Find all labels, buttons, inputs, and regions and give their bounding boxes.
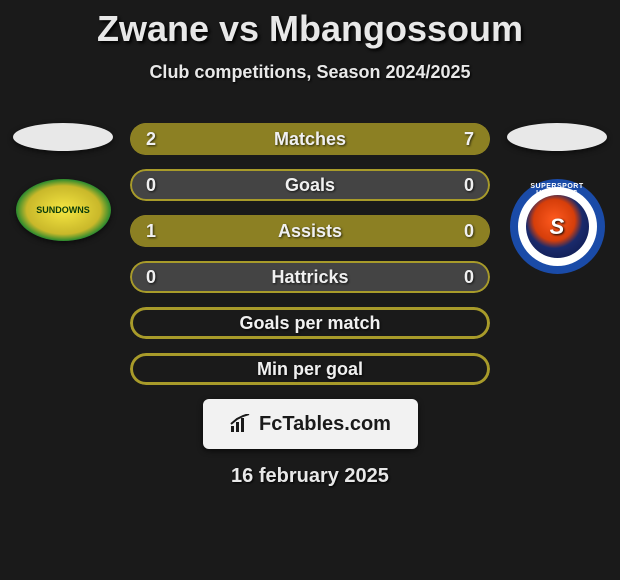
stat-bar-hattricks: 0Hattricks0 — [130, 261, 490, 293]
stat-bar-goals: 0Goals0 — [130, 169, 490, 201]
branding-chart-icon — [229, 414, 253, 434]
right-crest-star-icon: S — [550, 214, 565, 240]
stat-label: Hattricks — [130, 267, 490, 288]
left-flag-icon — [13, 123, 113, 151]
left-team-col: SUNDOWNS — [8, 123, 118, 241]
stat-bar-goals-per-match: Goals per match — [130, 307, 490, 339]
stat-label: Goals per match — [130, 313, 490, 334]
right-team-col: SUPERSPORT UNITED FC S — [502, 123, 612, 274]
stat-bar-min-per-goal: Min per goal — [130, 353, 490, 385]
stat-label: Assists — [130, 221, 490, 242]
left-crest-icon: SUNDOWNS — [16, 179, 111, 241]
comparison-row: SUNDOWNS 2Matches70Goals01Assists00Hattr… — [0, 123, 620, 385]
stats-column: 2Matches70Goals01Assists00Hattricks0Goal… — [130, 123, 490, 385]
page-title: Zwane vs Mbangossoum — [0, 8, 620, 50]
stat-label: Matches — [130, 129, 490, 150]
stat-label: Min per goal — [130, 359, 490, 380]
stat-right-value: 0 — [464, 221, 474, 242]
stat-label: Goals — [130, 175, 490, 196]
stat-right-value: 0 — [464, 175, 474, 196]
stat-right-value: 7 — [464, 129, 474, 150]
left-crest-label: SUNDOWNS — [36, 205, 90, 215]
right-flag-icon — [507, 123, 607, 151]
stat-right-value: 0 — [464, 267, 474, 288]
branding-badge: FcTables.com — [203, 399, 418, 449]
stat-bar-matches: 2Matches7 — [130, 123, 490, 155]
branding-text: FcTables.com — [259, 413, 391, 436]
stat-bar-assists: 1Assists0 — [130, 215, 490, 247]
subtitle: Club competitions, Season 2024/2025 — [0, 62, 620, 83]
right-crest-icon: SUPERSPORT UNITED FC S — [510, 179, 605, 274]
date-line: 16 february 2025 — [0, 465, 620, 488]
